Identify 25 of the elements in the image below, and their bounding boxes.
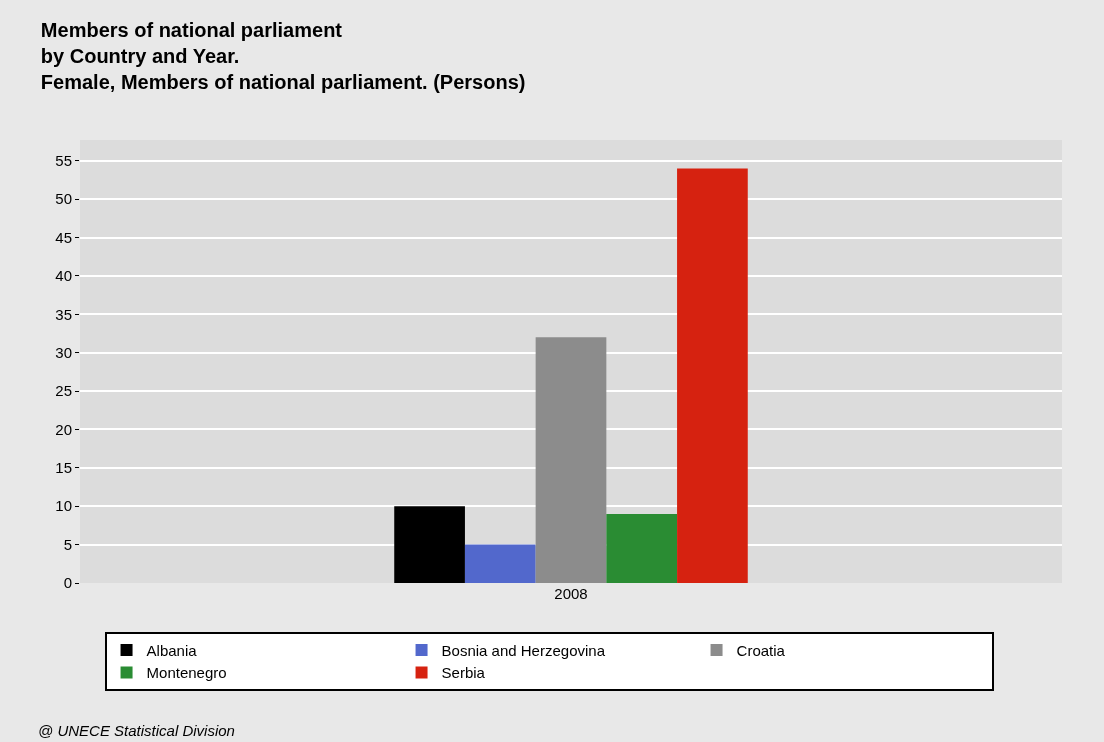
- legend-label: Serbia: [441, 664, 486, 682]
- y-tick-label: 0: [63, 574, 72, 592]
- bar: [535, 337, 607, 583]
- legend-label: Croatia: [736, 641, 786, 659]
- bar: [464, 544, 536, 583]
- y-tick-label: 5: [63, 535, 72, 553]
- x-tick-label: 2008: [554, 585, 588, 602]
- y-tick-label: 50: [55, 190, 72, 208]
- text: @ UNECE Statistical Division: [38, 722, 235, 739]
- bar: [677, 168, 748, 583]
- legend-label: Montenegro: [146, 664, 227, 682]
- y-tick-label: 40: [55, 267, 72, 285]
- bar: [394, 506, 465, 583]
- y-tick-label: 55: [55, 151, 72, 169]
- y-tick-label: 15: [55, 459, 72, 477]
- y-tick-label: 20: [55, 420, 72, 438]
- y-tick-label: 25: [55, 382, 72, 400]
- bar: [606, 513, 678, 583]
- legend-label: Bosnia and Herzegovina: [441, 641, 606, 659]
- y-tick-label: 10: [55, 497, 72, 515]
- y-tick-label: 45: [55, 228, 72, 246]
- chart-title: Members of national parliament by Country and Year. Female, Members of national parliament. (Persons): [40, 19, 526, 94]
- legend-label: Albania: [146, 641, 198, 659]
- y-tick-label: 35: [55, 305, 72, 323]
- y-tick-label: 30: [55, 343, 72, 361]
